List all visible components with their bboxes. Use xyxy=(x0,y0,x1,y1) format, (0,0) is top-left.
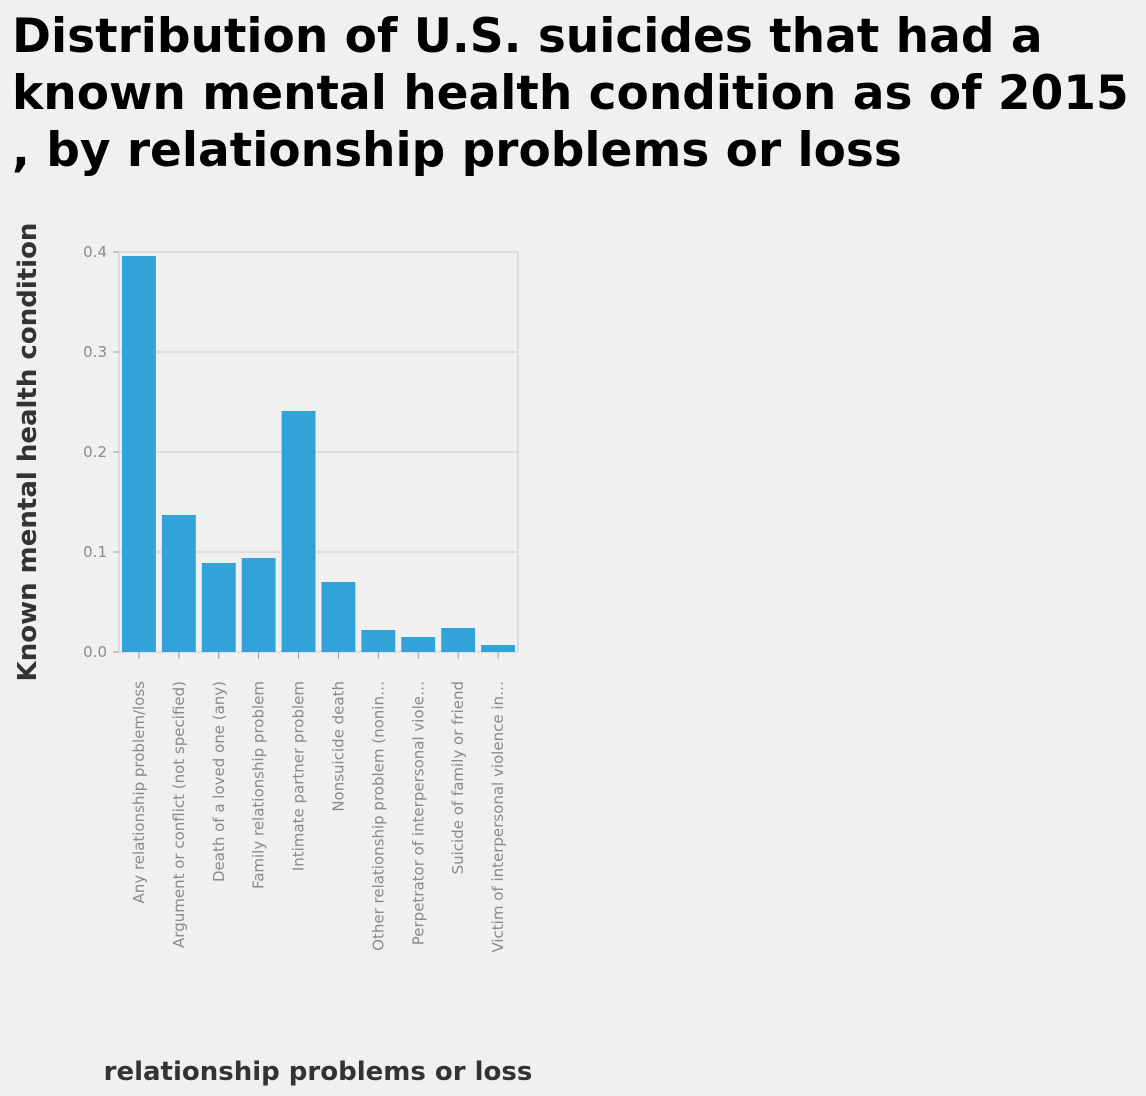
bar[interactable] xyxy=(361,630,396,652)
x-tick-label: Perpetrator of interpersonal viole… xyxy=(409,681,427,945)
bar[interactable] xyxy=(122,256,156,652)
bar[interactable] xyxy=(161,515,196,652)
bar[interactable] xyxy=(441,628,476,652)
y-axis-ticks: 0.0 0.1 0.2 0.3 0.4 xyxy=(83,243,119,661)
bar[interactable] xyxy=(401,637,436,652)
y-tick-label: 0.1 xyxy=(83,543,107,561)
y-tick-label: 0.4 xyxy=(83,243,107,261)
x-tick-label: Family relationship problem xyxy=(250,681,268,889)
x-tick-label: Argument or conflict (not specified) xyxy=(170,681,188,948)
bar[interactable] xyxy=(201,563,236,652)
x-tick-label: Intimate partner problem xyxy=(290,681,308,871)
y-tick-label: 0.0 xyxy=(83,643,107,661)
bar[interactable] xyxy=(481,645,515,652)
y-tick-label: 0.2 xyxy=(83,443,107,461)
x-axis-ticks: Any relationship problem/loss Argument or… xyxy=(130,652,507,953)
x-tick-label: Other relationship problem (nonin… xyxy=(369,681,387,951)
y-axis-title: Known mental health condition xyxy=(13,223,43,682)
x-tick-label: Suicide of family or friend xyxy=(449,681,467,874)
x-axis-title: relationship problems or loss xyxy=(104,1057,533,1087)
y-tick-label: 0.3 xyxy=(83,343,107,361)
bar[interactable] xyxy=(241,558,276,652)
x-tick-label: Victim of interpersonal violence in… xyxy=(489,681,507,953)
bars xyxy=(122,256,515,652)
chart-title: Distribution of U.S. suicides that had a… xyxy=(12,9,1129,178)
x-tick-label: Death of a loved one (any) xyxy=(210,681,228,882)
x-tick-label: Any relationship problem/loss xyxy=(130,681,148,904)
bar[interactable] xyxy=(281,411,316,652)
bar[interactable] xyxy=(321,582,356,652)
x-tick-label: Nonsuicide death xyxy=(329,681,347,812)
